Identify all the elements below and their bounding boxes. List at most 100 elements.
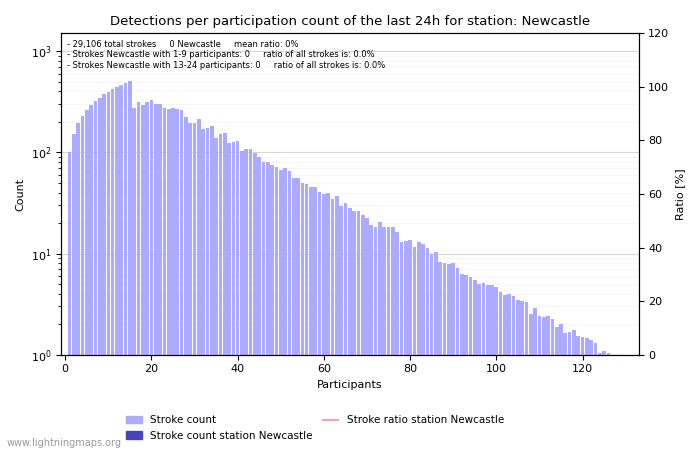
Bar — [391, 227, 395, 450]
Stroke ratio station Newcastle — [622, 352, 630, 357]
Y-axis label: Ratio [%]: Ratio [%] — [675, 168, 685, 220]
Bar — [382, 227, 386, 450]
Bar — [292, 178, 295, 450]
Bar — [365, 218, 369, 450]
Bar — [284, 168, 287, 450]
Bar — [115, 87, 119, 450]
Bar — [223, 133, 227, 450]
Bar — [473, 280, 477, 450]
Bar — [361, 215, 365, 450]
Bar — [468, 277, 472, 450]
Bar — [594, 343, 597, 450]
Bar — [602, 351, 606, 450]
Bar — [477, 284, 481, 450]
Bar — [288, 171, 291, 450]
Stroke ratio station Newcastle — [367, 352, 375, 357]
Bar — [611, 355, 615, 450]
Bar — [236, 140, 239, 450]
Bar — [228, 143, 231, 450]
Bar — [98, 98, 102, 450]
Bar — [348, 208, 351, 450]
Bar — [90, 105, 93, 450]
Bar — [438, 262, 442, 450]
Bar — [503, 295, 507, 450]
Bar — [210, 126, 214, 450]
Bar — [344, 202, 347, 450]
Legend: Stroke count, Stroke count station Newcastle, Stroke ratio station Newcastle: Stroke count, Stroke count station Newca… — [122, 411, 508, 445]
Bar — [197, 119, 201, 450]
Bar — [490, 284, 494, 450]
Bar — [94, 101, 97, 450]
Bar — [494, 287, 498, 450]
Bar — [512, 296, 515, 450]
Bar — [421, 244, 425, 450]
Bar — [529, 314, 533, 450]
Bar — [412, 247, 416, 450]
Bar — [572, 330, 576, 450]
Bar — [568, 333, 571, 450]
Bar — [335, 196, 339, 450]
Bar — [356, 211, 360, 450]
Bar — [193, 123, 197, 450]
Bar — [456, 268, 459, 450]
Bar — [262, 162, 265, 450]
Stroke ratio station Newcastle — [91, 352, 99, 357]
Text: - 29,106 total strokes     0 Newcastle     mean ratio: 0%
- Strokes Newcastle wi: - 29,106 total strokes 0 Newcastle mean … — [66, 40, 385, 70]
Title: Detections per participation count of the last 24h for station: Newcastle: Detections per participation count of th… — [110, 15, 590, 28]
Bar — [555, 328, 559, 450]
Bar — [395, 232, 399, 450]
Bar — [214, 138, 218, 450]
Bar — [258, 157, 261, 450]
Bar — [120, 85, 123, 450]
Bar — [158, 104, 162, 450]
Bar — [106, 92, 110, 450]
Bar — [136, 102, 140, 450]
Bar — [546, 316, 550, 450]
Bar — [266, 162, 270, 450]
Bar — [585, 338, 589, 450]
Stroke ratio station Newcastle — [574, 352, 582, 357]
Bar — [542, 317, 545, 450]
Bar — [598, 353, 601, 450]
Bar — [270, 166, 274, 450]
Bar — [486, 285, 489, 450]
Bar — [615, 355, 619, 450]
Bar — [218, 134, 223, 450]
Bar — [322, 194, 326, 450]
Bar — [248, 149, 253, 450]
Bar — [176, 109, 179, 450]
Bar — [296, 178, 300, 450]
Bar — [68, 153, 71, 450]
Y-axis label: Count: Count — [15, 177, 25, 211]
Bar — [581, 337, 584, 450]
Bar — [326, 193, 330, 450]
Bar — [172, 108, 175, 450]
X-axis label: Participants: Participants — [317, 380, 383, 390]
Bar — [150, 100, 153, 450]
Bar — [620, 355, 623, 450]
Bar — [482, 284, 485, 450]
Bar — [525, 302, 528, 450]
Bar — [146, 102, 149, 450]
Bar — [408, 240, 412, 450]
Bar — [240, 151, 244, 450]
Bar — [550, 319, 554, 450]
Bar — [154, 104, 158, 450]
Bar — [206, 128, 209, 450]
Bar — [400, 242, 403, 450]
Stroke ratio station Newcastle — [65, 352, 74, 357]
Bar — [624, 355, 627, 450]
Bar — [274, 167, 279, 450]
Bar — [386, 227, 391, 450]
Bar — [516, 300, 519, 450]
Bar — [76, 123, 80, 450]
Bar — [417, 242, 421, 450]
Bar — [340, 206, 343, 450]
Bar — [378, 222, 382, 450]
Bar — [447, 264, 451, 450]
Bar — [520, 301, 524, 450]
Bar — [202, 129, 205, 450]
Bar — [80, 116, 84, 450]
Bar — [318, 192, 321, 450]
Bar — [132, 108, 136, 450]
